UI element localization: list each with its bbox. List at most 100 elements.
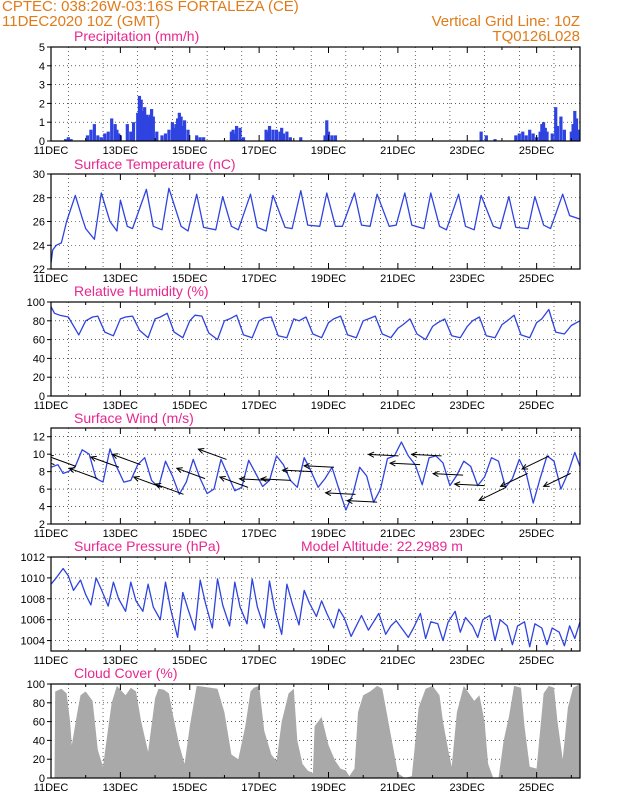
- precip-bar: [125, 124, 129, 141]
- panel-1-title: Precipitation (mm/h): [74, 28, 199, 44]
- panel-5-xtick-label: 25DEC: [519, 655, 555, 667]
- precip-bar: [562, 129, 566, 141]
- header-model-id: TQ0126L028: [492, 28, 580, 45]
- wind-arrow-head: [68, 467, 76, 473]
- precip-bar: [288, 137, 292, 141]
- panel-2-xtick-label: 19DEC: [311, 273, 347, 285]
- precip-bar: [148, 114, 152, 141]
- wind-arrow-head: [367, 451, 375, 458]
- panel-2-xtick-label: 17DEC: [241, 273, 277, 285]
- panel-4-series-line: [51, 441, 580, 511]
- wind-arrow-head: [388, 460, 396, 467]
- panel-5-xtick-label: 21DEC: [380, 655, 416, 667]
- panel-2-ytick-label: 22: [33, 264, 45, 276]
- panel-3-series-line: [51, 306, 580, 341]
- panel-1-ytick-label: 2: [39, 98, 45, 110]
- panel-5-ytick-label: 1006: [21, 615, 45, 627]
- precip-bar: [160, 135, 164, 141]
- wind-arrow: [411, 453, 442, 457]
- panel-1-ytick-label: 4: [39, 61, 45, 73]
- wind-arrow-head: [542, 481, 550, 487]
- panel-3-ytick-label: 20: [33, 372, 45, 384]
- wind-arrow-head: [453, 481, 461, 488]
- panel-6-ytick-label: 20: [33, 754, 45, 766]
- precip-bar: [278, 131, 282, 141]
- precip-bar: [195, 135, 199, 141]
- panel-5-xtick-label: 19DEC: [311, 655, 347, 667]
- precip-bar: [63, 139, 68, 141]
- precip-bar: [229, 131, 233, 141]
- panel-4-xtick-label: 11DEC: [34, 528, 69, 540]
- wind-arrow-head: [197, 448, 205, 454]
- panel-1-xtick-label: 23DEC: [450, 145, 486, 157]
- precip-bar: [143, 107, 147, 141]
- panel-1-ytick-label: 1: [39, 117, 45, 129]
- panel-3-ytick-label: 100: [27, 297, 45, 309]
- precip-bar: [136, 112, 140, 141]
- panel-6-xtick-label: 23DEC: [450, 782, 486, 794]
- panel-6-xtick-label: 25DEC: [519, 782, 555, 794]
- panel-4-ytick-label: 12: [33, 432, 45, 444]
- precip-bar: [151, 116, 155, 141]
- precip-bar: [137, 95, 142, 141]
- panel-5-ytick-label: 1004: [21, 636, 45, 648]
- precip-bar: [167, 129, 171, 141]
- panel-4-xtick-label: 13DEC: [103, 528, 139, 540]
- wind-arrow-head: [154, 482, 162, 489]
- wind-arrow: [261, 478, 292, 481]
- precip-bar: [271, 129, 275, 141]
- precip-bar: [479, 131, 483, 141]
- wind-arrow: [90, 456, 120, 468]
- precip-bar: [517, 133, 521, 141]
- precip-bar: [85, 135, 90, 141]
- precip-bar: [174, 124, 178, 141]
- wind-arrow: [155, 483, 184, 495]
- precip-bar: [176, 118, 180, 141]
- panel-2-xtick-label: 13DEC: [103, 273, 139, 285]
- precip-bar: [559, 116, 563, 141]
- precip-bar: [181, 125, 185, 141]
- panel-4-ytick-label: 2: [39, 519, 45, 531]
- precip-bar: [267, 125, 272, 141]
- precip-bar: [493, 139, 497, 141]
- panel-1-xtick-label: 19DEC: [311, 145, 347, 157]
- panel-6-xtick-label: 17DEC: [241, 782, 277, 794]
- panel-5-ytick-label: 1012: [21, 552, 45, 564]
- panel-6-ytick-label: 0: [39, 773, 45, 785]
- panel-1-xtick-label: 13DEC: [103, 145, 139, 157]
- precip-bar: [545, 131, 549, 141]
- precip-bar: [325, 120, 329, 141]
- precip-bar: [172, 127, 176, 141]
- panel-6-ytick-label: 100: [27, 679, 45, 691]
- precip-bar: [177, 112, 181, 141]
- panel-4-title: Surface Wind (m/s): [74, 410, 194, 426]
- wind-arrow: [368, 453, 399, 457]
- precip-bar: [170, 122, 175, 141]
- panel-5-annotation: Model Altitude: 22.2989 m: [301, 538, 463, 554]
- panel-3-xtick-label: 15DEC: [172, 400, 208, 412]
- panel-3-xtick-label: 21DEC: [380, 400, 416, 412]
- precip-bar: [186, 129, 190, 141]
- precip-bar: [89, 129, 93, 141]
- wind-arrow-head: [26, 454, 32, 459]
- wind-arrow: [219, 476, 249, 488]
- precip-bar: [330, 135, 334, 141]
- panel-2-xtick-label: 21DEC: [380, 273, 416, 285]
- precip-bar: [231, 129, 235, 141]
- panel-1-xtick-label: 21DEC: [380, 145, 416, 157]
- panel-6-xtick-label: 21DEC: [380, 782, 416, 794]
- wind-arrow: [112, 453, 141, 466]
- panel-4-xtick-label: 23DEC: [450, 528, 486, 540]
- precip-bar: [538, 131, 542, 141]
- precip-bar: [234, 125, 239, 141]
- wind-arrow: [390, 462, 421, 466]
- panel-2-ytick-label: 26: [33, 217, 45, 229]
- panel-1-ytick-label: 0: [39, 136, 45, 148]
- precip-bar: [531, 133, 535, 141]
- panel-3-ytick-label: 0: [39, 391, 45, 403]
- precip-bar: [149, 109, 154, 141]
- precip-bar: [280, 127, 284, 141]
- wind-arrow-head: [521, 463, 529, 470]
- wind-arrow: [543, 472, 571, 487]
